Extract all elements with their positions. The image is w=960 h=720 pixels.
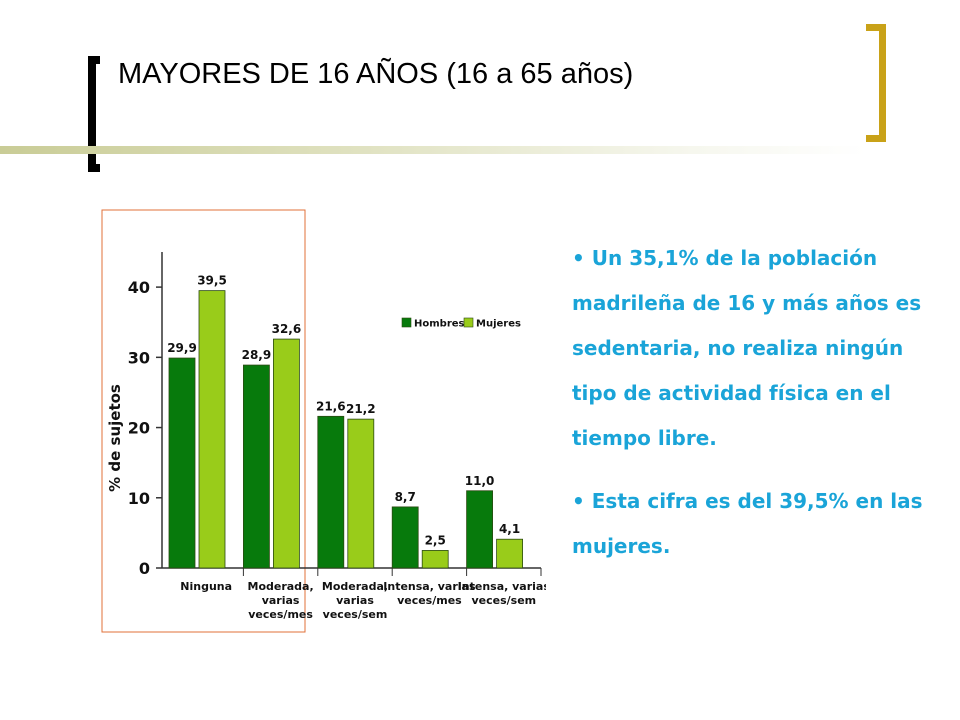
bar-mujeres (421, 550, 449, 569)
legend-swatch-mujeres (463, 317, 474, 328)
bar-mujeres (347, 418, 375, 569)
data-label: 29,9 (167, 341, 197, 355)
bar-mujeres (272, 338, 300, 569)
bar-hombres (466, 490, 494, 569)
bullet-list: • Un 35,1% de la población madrileña de … (572, 236, 932, 587)
x-tick-label: Intensa, varias (383, 580, 476, 593)
bar-hombres (391, 506, 419, 569)
bar-hombres (242, 364, 270, 569)
x-tick-label: veces/mes (397, 594, 462, 607)
y-tick-label: 0 (139, 559, 150, 578)
y-tick-label: 20 (128, 419, 150, 438)
x-tick-label: Moderada, (248, 580, 314, 593)
x-tick-label: veces/mes (248, 608, 313, 621)
data-label: 2,5 (425, 533, 446, 547)
data-label: 21,2 (346, 402, 376, 416)
title-bracket-left (88, 56, 100, 172)
bar-hombres (168, 357, 196, 569)
x-tick-label: veces/sem (323, 608, 388, 621)
data-label: 32,6 (272, 322, 302, 336)
title-underline (0, 146, 866, 154)
x-tick-label: Ninguna (180, 580, 232, 593)
slide-title: MAYORES DE 16 AÑOS (16 a 65 años) (118, 58, 634, 90)
legend-label-hombres: Hombres (414, 319, 465, 330)
y-axis-title: % de sujetos (106, 384, 124, 492)
highlight-box (101, 209, 306, 633)
data-label: 4,1 (499, 522, 520, 536)
x-tick-label: Moderada, (322, 580, 388, 593)
y-tick-label: 40 (128, 278, 150, 297)
data-label: 28,9 (242, 348, 272, 362)
bullet-sedentary-population: • Un 35,1% de la población madrileña de … (572, 246, 922, 450)
x-tick-label: Intensa, varias (458, 580, 546, 593)
bullet-women-figure: • Esta cifra es del 39,5% en las mujeres… (572, 489, 923, 558)
data-label: 39,5 (197, 274, 227, 288)
data-label: 21,6 (316, 399, 346, 413)
data-label: 8,7 (395, 490, 416, 504)
bar-mujeres (198, 290, 226, 569)
bar-hombres (317, 415, 345, 569)
y-tick-label: 10 (128, 489, 150, 508)
title-bracket-right (866, 24, 886, 142)
x-tick-label: varias (262, 594, 300, 607)
x-tick-label: veces/sem (471, 594, 536, 607)
legend-swatch-hombres (401, 317, 412, 328)
legend-label-mujeres: Mujeres (476, 319, 521, 330)
bar-mujeres (496, 538, 524, 569)
data-label: 11,0 (465, 474, 495, 488)
y-tick-label: 30 (128, 348, 150, 367)
x-tick-label: varias (336, 594, 374, 607)
